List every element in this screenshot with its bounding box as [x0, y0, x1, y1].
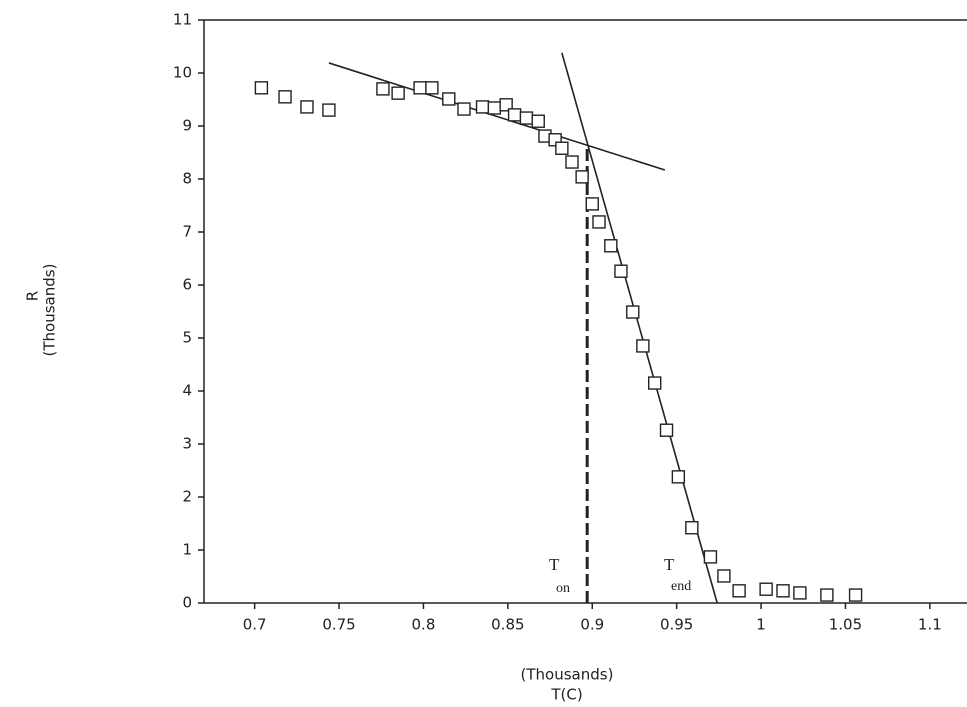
point	[659, 423, 674, 437]
x-label: T(C)	[550, 686, 582, 704]
point	[475, 100, 490, 114]
point	[376, 82, 390, 96]
point	[499, 98, 513, 112]
y-tick-label: 8	[182, 170, 192, 188]
x-tick-label: 1.1	[918, 616, 942, 634]
point	[322, 103, 336, 117]
point	[614, 264, 628, 278]
point	[759, 582, 773, 596]
point	[555, 141, 569, 155]
y-unit-label: (Thousands)	[41, 264, 59, 357]
y-tick-label: 3	[182, 435, 192, 453]
y-tick-label: 0	[182, 594, 192, 612]
point	[732, 584, 746, 598]
annotation: T	[664, 555, 675, 574]
x-unit-label: (Thousands)	[521, 666, 614, 684]
point	[278, 90, 292, 104]
point	[519, 111, 534, 125]
point	[575, 170, 589, 184]
point	[413, 81, 427, 95]
y-tick-label: 11	[173, 11, 192, 29]
point	[300, 100, 314, 114]
y-label: R	[24, 291, 42, 301]
point	[626, 305, 640, 319]
y-tick-label: 7	[182, 223, 192, 241]
point	[776, 584, 790, 598]
point	[604, 239, 618, 253]
x-tick-label: 1.05	[829, 616, 862, 634]
x-tick-label: 0.75	[322, 616, 355, 634]
x-tick-label: 0.7	[243, 616, 267, 634]
point	[531, 114, 545, 128]
point	[636, 339, 650, 353]
point	[848, 588, 863, 602]
x-tick-label: 0.85	[491, 616, 524, 634]
y-tick-label: 9	[182, 117, 192, 135]
annotation: T	[549, 555, 560, 574]
point	[565, 155, 579, 169]
point	[671, 470, 686, 484]
y-tick-label: 10	[173, 64, 192, 82]
point	[585, 197, 599, 211]
point	[442, 92, 456, 106]
x-tick-label: 0.95	[660, 616, 693, 634]
point	[793, 586, 807, 600]
y-tick-label: 2	[182, 488, 192, 506]
point	[592, 215, 606, 229]
x-tick-label: 0.8	[412, 616, 436, 634]
point	[507, 108, 522, 122]
point	[685, 521, 699, 535]
point	[717, 569, 731, 583]
point	[254, 81, 269, 95]
fit-line	[561, 52, 718, 604]
point	[703, 550, 718, 564]
x-tick-label: 1	[756, 616, 766, 634]
point	[457, 102, 471, 116]
annotation-subscript: on	[556, 581, 570, 596]
y-tick-label: 6	[182, 276, 192, 294]
point	[391, 86, 405, 100]
x-tick-label: 0.9	[580, 616, 604, 634]
y-tick-label: 5	[182, 329, 192, 347]
y-tick-label: 1	[182, 541, 192, 559]
point	[820, 588, 834, 602]
point	[648, 376, 662, 390]
fit-line	[328, 62, 666, 171]
point	[425, 81, 439, 95]
point	[487, 101, 502, 115]
y-tick-label: 4	[182, 382, 192, 400]
annotation-subscript: end	[671, 579, 691, 594]
